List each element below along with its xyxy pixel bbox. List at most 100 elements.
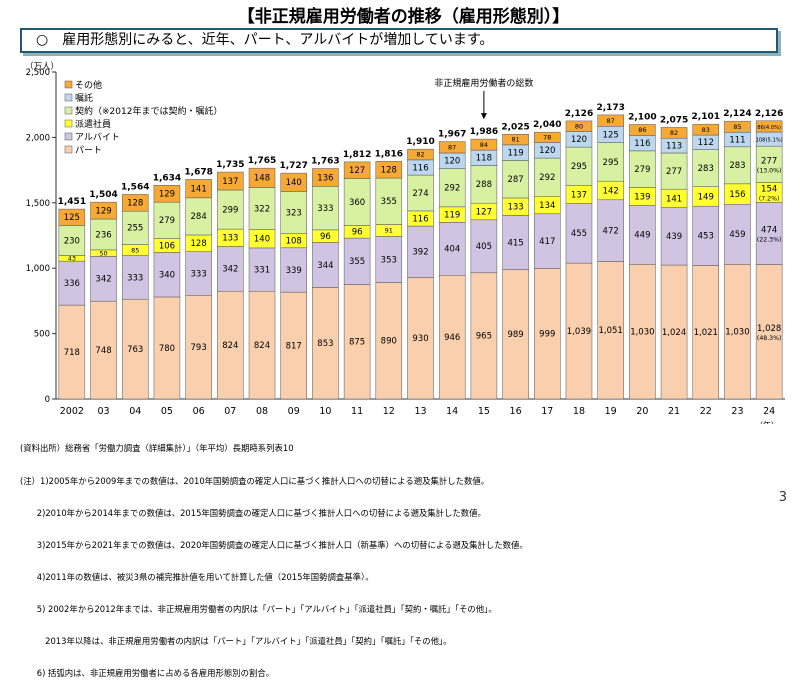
bar-segment <box>470 138 498 151</box>
legend-label: パート <box>75 145 102 156</box>
data-label: 417 <box>539 237 555 247</box>
legend-swatch <box>64 119 73 128</box>
total-label: 1,812 <box>343 150 371 160</box>
bar-segment <box>629 264 656 400</box>
bar-segment <box>534 268 561 400</box>
data-label: 134 <box>539 201 555 211</box>
share-label: (13.0%) <box>757 167 781 174</box>
note-line: 6) 括弧内は、非正規雇用労働者に占める各雇用形態別の割合。 <box>20 668 275 679</box>
bar-segment <box>248 187 276 230</box>
bar-segment <box>90 300 117 400</box>
annotation-label: 非正規雇用労働者の総数 <box>434 77 533 89</box>
total-label: 2,075 <box>660 115 688 125</box>
bar-segment <box>724 146 751 185</box>
bar-segment <box>280 191 307 234</box>
data-label: 355 <box>381 197 397 207</box>
bar-segment <box>312 287 339 400</box>
data-label: 748 <box>95 346 111 356</box>
data-label: 119 <box>507 148 523 158</box>
data-label: 295 <box>571 162 587 172</box>
note-line: (注）1)2005年から2009年までの数値は、2010年国勢調査の確定人口に基… <box>20 475 490 486</box>
data-label: 141 <box>666 194 682 204</box>
note-line: 2)2010年から2014年までの数値は、2015年国勢調査の確定人口に基づく推… <box>20 507 486 518</box>
data-label: 87 <box>607 117 615 125</box>
data-label: 415 <box>507 238 523 248</box>
x-tick-label: 07 <box>224 406 236 417</box>
bar-segment <box>90 201 117 220</box>
x-tick-label: 17 <box>541 406 553 417</box>
total-label: 2,100 <box>628 112 656 122</box>
data-label: 342 <box>95 275 111 285</box>
data-label: 299 <box>222 205 238 215</box>
data-label: 279 <box>159 216 175 226</box>
bar-segment <box>565 120 593 132</box>
bar-segment <box>438 222 466 276</box>
data-label: 453 <box>698 232 714 242</box>
bar-segment <box>312 242 339 288</box>
bar-segment <box>692 123 720 136</box>
data-label: 999 <box>539 329 555 339</box>
data-label: 360 <box>349 198 365 208</box>
bar-segment <box>502 215 529 270</box>
bar-segment <box>438 168 466 208</box>
bar-segment <box>565 203 593 264</box>
data-label: 156 <box>729 190 745 200</box>
y-tick-label: 2,500 <box>26 68 50 78</box>
bar-segment <box>312 168 339 187</box>
bar-segment <box>597 199 624 262</box>
data-label: 127 <box>476 207 492 217</box>
stacked-bar-chart: 0 500 1,000 1,500 2,000 2,500（万人） （年） 718 336 43 2… <box>25 61 785 424</box>
bar-segment <box>660 127 688 139</box>
data-label: 1,030 <box>630 327 654 337</box>
data-label: 80 <box>575 122 583 130</box>
note-line: 3)2015年から2021年までの数値は、2020年国勢調査の確定人口に基づく推… <box>20 539 528 550</box>
bar-segment <box>248 247 276 292</box>
data-label: 108(5.1%) <box>756 138 783 144</box>
data-label: 274 <box>412 189 428 199</box>
legend-swatch <box>64 132 73 141</box>
note-line: 4)2011年の数値は、被災3県の補完推計値を用いて計算した値（2015年国勢調… <box>20 571 374 582</box>
bar-segment <box>375 282 403 400</box>
x-tick-label: 15 <box>478 406 490 417</box>
data-label: 336 <box>64 279 80 289</box>
data-label: 85 <box>131 246 139 254</box>
bar-segment <box>280 291 307 400</box>
data-label: 333 <box>127 273 143 283</box>
data-label: 87 <box>448 143 456 151</box>
data-label: 817 <box>286 341 302 351</box>
data-label: 116 <box>634 139 650 149</box>
total-label: 1,727 <box>279 161 307 171</box>
data-label: 137 <box>571 190 587 200</box>
data-label: 230 <box>64 236 80 246</box>
data-label: 140 <box>254 235 270 245</box>
bar-segment <box>534 213 561 269</box>
bar-segment <box>724 120 751 133</box>
data-label: 342 <box>222 265 238 275</box>
data-label: 136 <box>317 173 333 183</box>
data-label: 82 <box>670 129 678 137</box>
bar-segment <box>90 218 117 251</box>
data-label: 133 <box>222 234 238 244</box>
data-label: 106 <box>159 241 175 251</box>
data-label: 148 <box>254 174 270 184</box>
data-label: 340 <box>159 271 175 281</box>
x-tick-label: 11 <box>351 406 363 417</box>
data-label: 295 <box>603 158 619 168</box>
data-label: 763 <box>127 345 143 355</box>
data-label: 474 <box>761 226 777 236</box>
data-label: 718 <box>64 348 80 358</box>
data-label: 255 <box>127 224 143 234</box>
bar-segment <box>470 272 498 400</box>
bar-segment <box>502 134 529 146</box>
data-label: 1,024 <box>662 328 686 338</box>
data-label: 793 <box>191 343 207 353</box>
bar-segment <box>375 161 403 179</box>
bar-segment <box>121 255 149 300</box>
data-label: 127 <box>349 166 365 176</box>
bar-segment <box>312 186 339 231</box>
bar-segment <box>343 178 371 226</box>
bar-segment <box>217 189 244 230</box>
total-label: 2,126 <box>755 109 783 119</box>
legend-swatch <box>64 145 73 154</box>
x-tick-label: 05 <box>161 406 173 417</box>
